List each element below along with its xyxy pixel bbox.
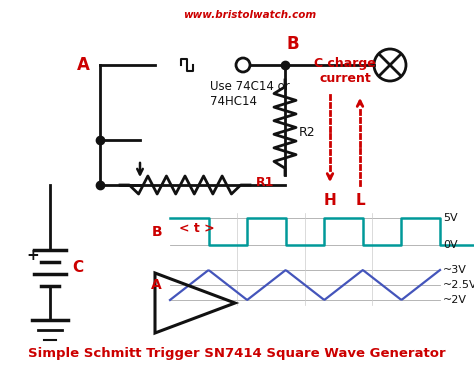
Text: Use 74C14 or
74HC14: Use 74C14 or 74HC14 [210, 80, 290, 108]
Text: R1: R1 [256, 177, 274, 190]
Text: < t >: < t > [179, 222, 215, 235]
Text: B: B [287, 35, 300, 53]
Text: ~2.5V: ~2.5V [443, 280, 474, 290]
Text: Simple Schmitt Trigger SN7414 Square Wave Generator: Simple Schmitt Trigger SN7414 Square Wav… [28, 347, 446, 360]
Text: R2: R2 [299, 126, 316, 139]
Text: 5V: 5V [443, 213, 457, 223]
Text: B: B [151, 224, 162, 238]
Text: 0V: 0V [443, 240, 457, 250]
Text: A: A [77, 56, 90, 74]
Text: A: A [151, 278, 162, 292]
Text: ~2V: ~2V [443, 295, 467, 305]
Text: H: H [324, 193, 337, 208]
Text: C charge
current: C charge current [314, 57, 376, 85]
Text: www.bristolwatch.com: www.bristolwatch.com [183, 10, 317, 20]
Text: ~3V: ~3V [443, 265, 467, 275]
Text: +: + [26, 248, 39, 262]
Text: C: C [72, 261, 83, 276]
Text: L: L [355, 193, 365, 208]
